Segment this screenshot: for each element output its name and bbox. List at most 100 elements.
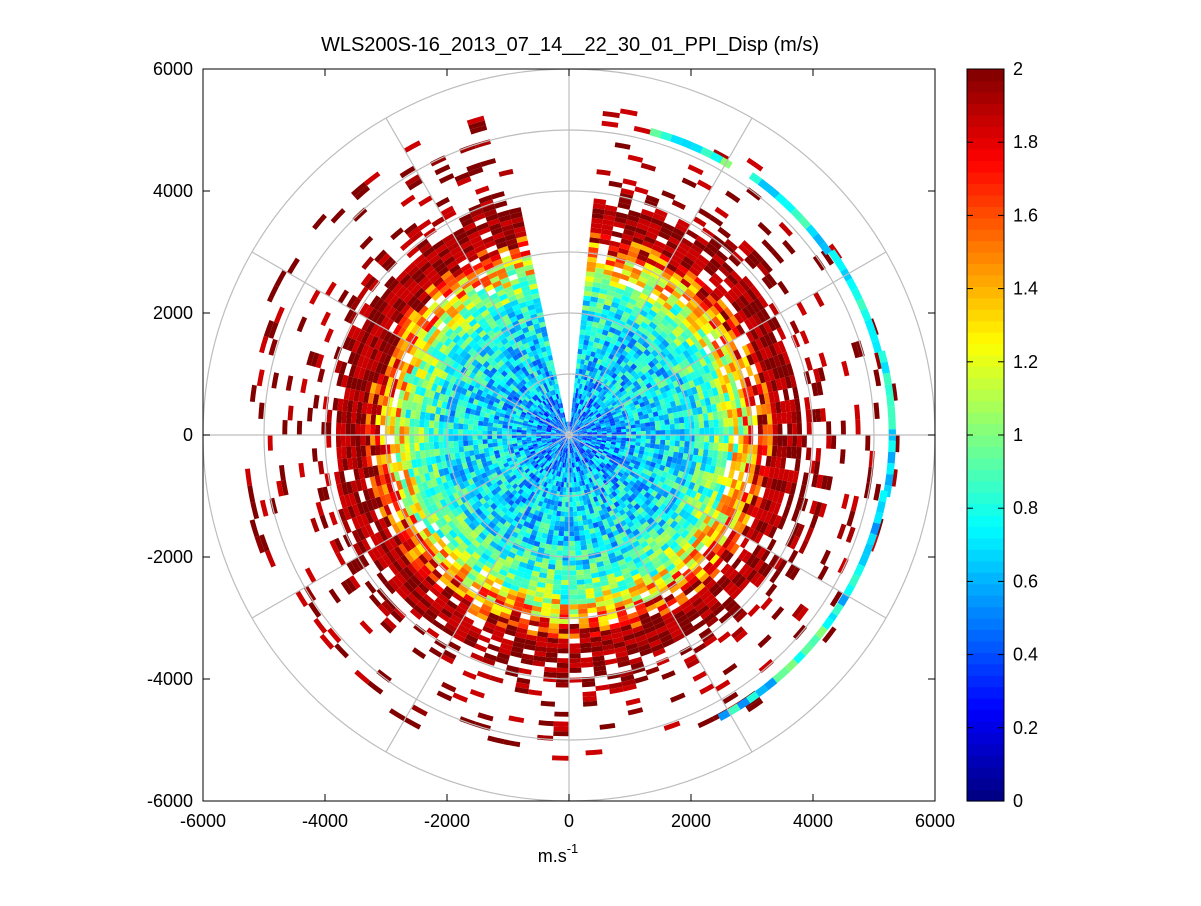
data-cell — [670, 435, 675, 441]
data-cell — [552, 589, 561, 595]
data-cell — [380, 445, 386, 455]
data-cell — [434, 435, 439, 442]
data-cell — [777, 424, 782, 435]
data-cell — [709, 427, 714, 435]
data-cell — [559, 521, 564, 526]
data-cell — [463, 435, 468, 441]
data-cell — [395, 435, 400, 444]
data-cell — [584, 335, 590, 341]
data-cell — [370, 445, 376, 456]
data-cell — [757, 445, 763, 455]
data-cell — [550, 609, 560, 615]
data-cell — [425, 450, 431, 458]
data-cell — [758, 435, 763, 445]
data-cell — [772, 446, 778, 457]
data-cell — [438, 428, 443, 435]
data-cell — [578, 609, 588, 615]
data-cell — [419, 443, 425, 451]
data-cell — [655, 444, 660, 449]
data-cell — [468, 419, 474, 425]
data-cell — [553, 530, 559, 536]
data-cell — [569, 536, 575, 541]
data-cell — [579, 530, 585, 536]
data-cell — [546, 652, 558, 658]
data-cell — [665, 440, 670, 446]
data-cell — [583, 525, 589, 531]
data-cell — [579, 633, 590, 639]
data-cell — [704, 435, 709, 442]
data-cell — [659, 449, 665, 455]
data-cell — [356, 435, 361, 446]
data-cell — [351, 424, 356, 435]
data-cell — [569, 585, 577, 590]
data-cell — [390, 416, 396, 426]
data-cell — [786, 412, 792, 424]
data-cell — [580, 647, 592, 653]
data-cell — [564, 522, 569, 527]
data-cell — [548, 564, 556, 570]
data-cell — [777, 413, 783, 424]
data-cell — [356, 424, 361, 435]
data-cell — [551, 599, 560, 605]
data-cell — [569, 648, 580, 653]
data-cell — [704, 442, 709, 450]
data-cell — [636, 428, 641, 432]
data-cell — [459, 446, 465, 452]
data-cell — [569, 634, 580, 639]
data-cell — [655, 425, 660, 430]
data-cell — [453, 423, 458, 429]
data-cell — [724, 435, 729, 443]
data-cell — [468, 430, 473, 435]
data-cell — [762, 414, 768, 425]
data-cell — [558, 634, 569, 639]
data-cell — [582, 559, 589, 565]
data-cell — [434, 421, 439, 428]
data-cell — [562, 565, 569, 570]
data-cell — [743, 444, 749, 454]
data-cell — [400, 417, 406, 426]
data-cell — [669, 446, 675, 452]
data-cell — [777, 446, 783, 457]
data-cell — [709, 420, 715, 428]
data-cell — [579, 628, 590, 634]
data-cell — [563, 541, 569, 546]
data-cell — [558, 531, 564, 536]
data-cell — [578, 349, 583, 354]
data-cell — [502, 438, 507, 442]
data-cell — [675, 435, 680, 441]
data-cell — [668, 451, 674, 457]
data-cell — [552, 540, 558, 546]
data-cell — [574, 531, 580, 536]
data-cell — [584, 529, 590, 535]
data-cell — [584, 291, 592, 297]
data-cell — [660, 425, 665, 430]
data-cell — [558, 643, 569, 648]
data-cell — [656, 435, 661, 440]
data-cell — [562, 570, 569, 575]
data-cell — [487, 439, 492, 444]
data-cell — [685, 429, 690, 435]
data-cell — [645, 422, 650, 427]
data-cell — [645, 439, 650, 444]
data-cell — [734, 426, 739, 435]
data-cell — [482, 431, 487, 436]
data-cell — [464, 451, 470, 457]
data-cell — [708, 412, 714, 420]
data-cell — [439, 415, 445, 422]
data-cell — [424, 435, 429, 443]
data-cell — [631, 438, 636, 442]
data-cell — [578, 344, 583, 349]
data-cell — [448, 435, 453, 441]
data-cell — [777, 435, 782, 446]
data-cell — [561, 511, 566, 516]
data-cell — [768, 435, 773, 446]
data-cell — [454, 447, 460, 454]
data-cell — [517, 430, 522, 433]
data-cell — [651, 431, 656, 436]
data-cell — [659, 420, 665, 426]
data-cell — [448, 441, 453, 448]
data-cell — [419, 419, 425, 427]
data-cell — [459, 418, 465, 424]
data-cell — [478, 421, 483, 426]
data-cell — [569, 600, 578, 605]
